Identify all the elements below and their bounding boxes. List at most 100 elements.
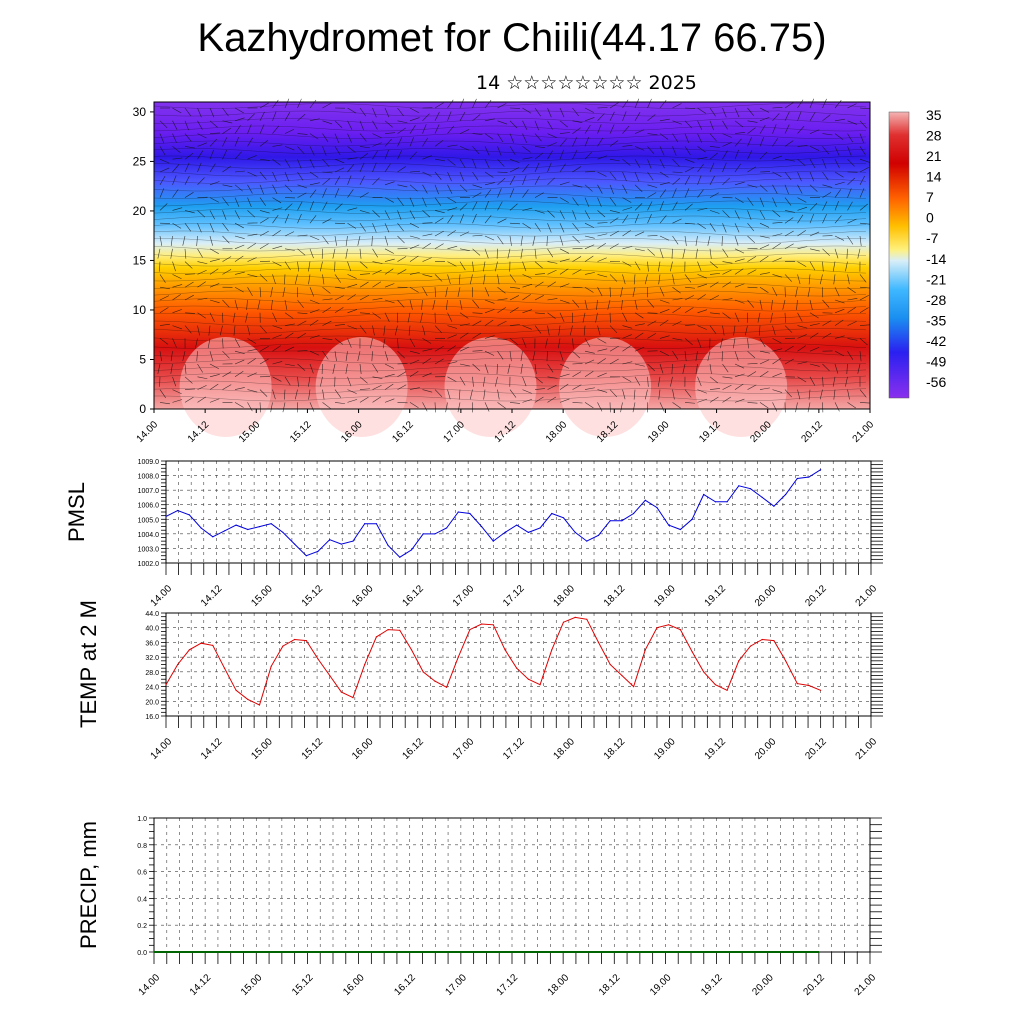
wind-barb [633,389,636,400]
precip-data-point [272,951,274,953]
wind-barb [484,215,492,224]
wind-barb [522,207,533,211]
wind-barb [422,257,432,262]
wind-barb [772,242,781,250]
wind-barb [784,217,794,224]
temp2m-data-point [597,641,600,644]
wind-barb [409,244,420,250]
wind-barb [234,370,244,378]
wind-barb [159,274,166,283]
wind-barb [483,261,486,272]
contour-line-38 [153,388,867,394]
pmsl-xtick-label: 16.12 [400,583,426,609]
wind-barb [222,269,232,275]
wind-barb [797,197,807,203]
wind-barb [859,175,865,185]
pmsl-data-point [597,534,600,536]
wind-barb [359,223,366,232]
precip-data-point [438,951,440,953]
wind-barb [722,363,729,373]
wind-barb [172,294,181,301]
wind-barb [659,319,669,326]
wind-barb [347,157,358,160]
wind-barb [747,107,754,116]
wind-barb [847,146,852,156]
wind-barb [819,389,823,400]
wind-barb [509,167,520,173]
wind-barb [422,287,428,297]
wind-barb [534,248,537,259]
pmsl-data-point [481,526,483,528]
precip-data-point [200,951,203,953]
wind-barb [345,351,348,362]
temp2m-data-point [410,649,413,651]
heatmap-xtick-label: 18.00 [544,419,570,445]
wind-barb [259,243,269,250]
wind-barb [384,248,394,254]
wind-barb [272,245,283,250]
wind-barb [807,402,811,413]
precip-grid [153,818,871,952]
wind-barb [609,140,619,147]
wind-barb [371,235,373,246]
wind-barb [184,248,187,259]
wind-barb [597,233,608,237]
precip-ytick-label: 0.8 [137,843,147,850]
wind-barb [772,274,783,278]
pmsl-data-point [644,499,646,501]
wind-barb [172,376,177,387]
wind-barb [284,323,295,326]
precip-xtick-label: 15.12 [290,972,316,998]
wind-barb [833,389,836,400]
wind-barb [522,157,533,160]
wind-barb [809,299,813,310]
wind-barb [572,402,583,404]
wind-barb [809,112,816,121]
wind-barb [722,177,730,186]
wind-barb [707,235,711,246]
wind-barb [584,184,593,192]
pmsl-data-point [609,520,611,522]
pmsl-data-point [270,523,272,525]
wind-barb [447,184,453,194]
precip-data-point [390,951,392,953]
wind-barb [207,338,211,349]
wind-barb [797,325,808,329]
wind-barb [734,258,745,262]
pmsl-ytick-label: 1006.0 [138,503,160,510]
wind-barb [607,299,611,310]
wind-barb [322,307,332,314]
wind-barb [834,159,840,169]
wind-barb [309,215,317,224]
temp2m-data-point [668,624,670,626]
temp2m-ytick-label: 20.0 [145,699,159,706]
wind-barb [459,323,470,326]
wind-barb [547,384,557,390]
wind-barb [845,261,848,272]
wind-barb [409,151,417,160]
wind-barb [409,184,418,192]
pmsl-data-point [446,527,448,529]
wind-barb [408,325,411,336]
wind-barb [584,197,590,207]
wind-barb [159,203,168,211]
wind-barb [457,287,461,298]
wind-barb [684,158,695,163]
wind-barb [797,361,808,365]
wind-barb [447,261,457,267]
wind-barb [559,268,569,275]
wind-barb [445,287,448,298]
wind-barb [684,107,695,109]
wind-barb [472,350,483,352]
wind-barb [697,163,704,173]
wind-barb [697,175,702,185]
wind-barb [234,271,245,275]
precip-data-point [557,951,559,953]
wind-barb [547,133,557,138]
wind-barb [547,223,552,233]
wind-barb [384,312,390,322]
wind-barb [157,363,161,374]
temp2m-data-point [340,691,342,693]
wind-barb [509,402,520,404]
wind-barb [784,243,794,250]
